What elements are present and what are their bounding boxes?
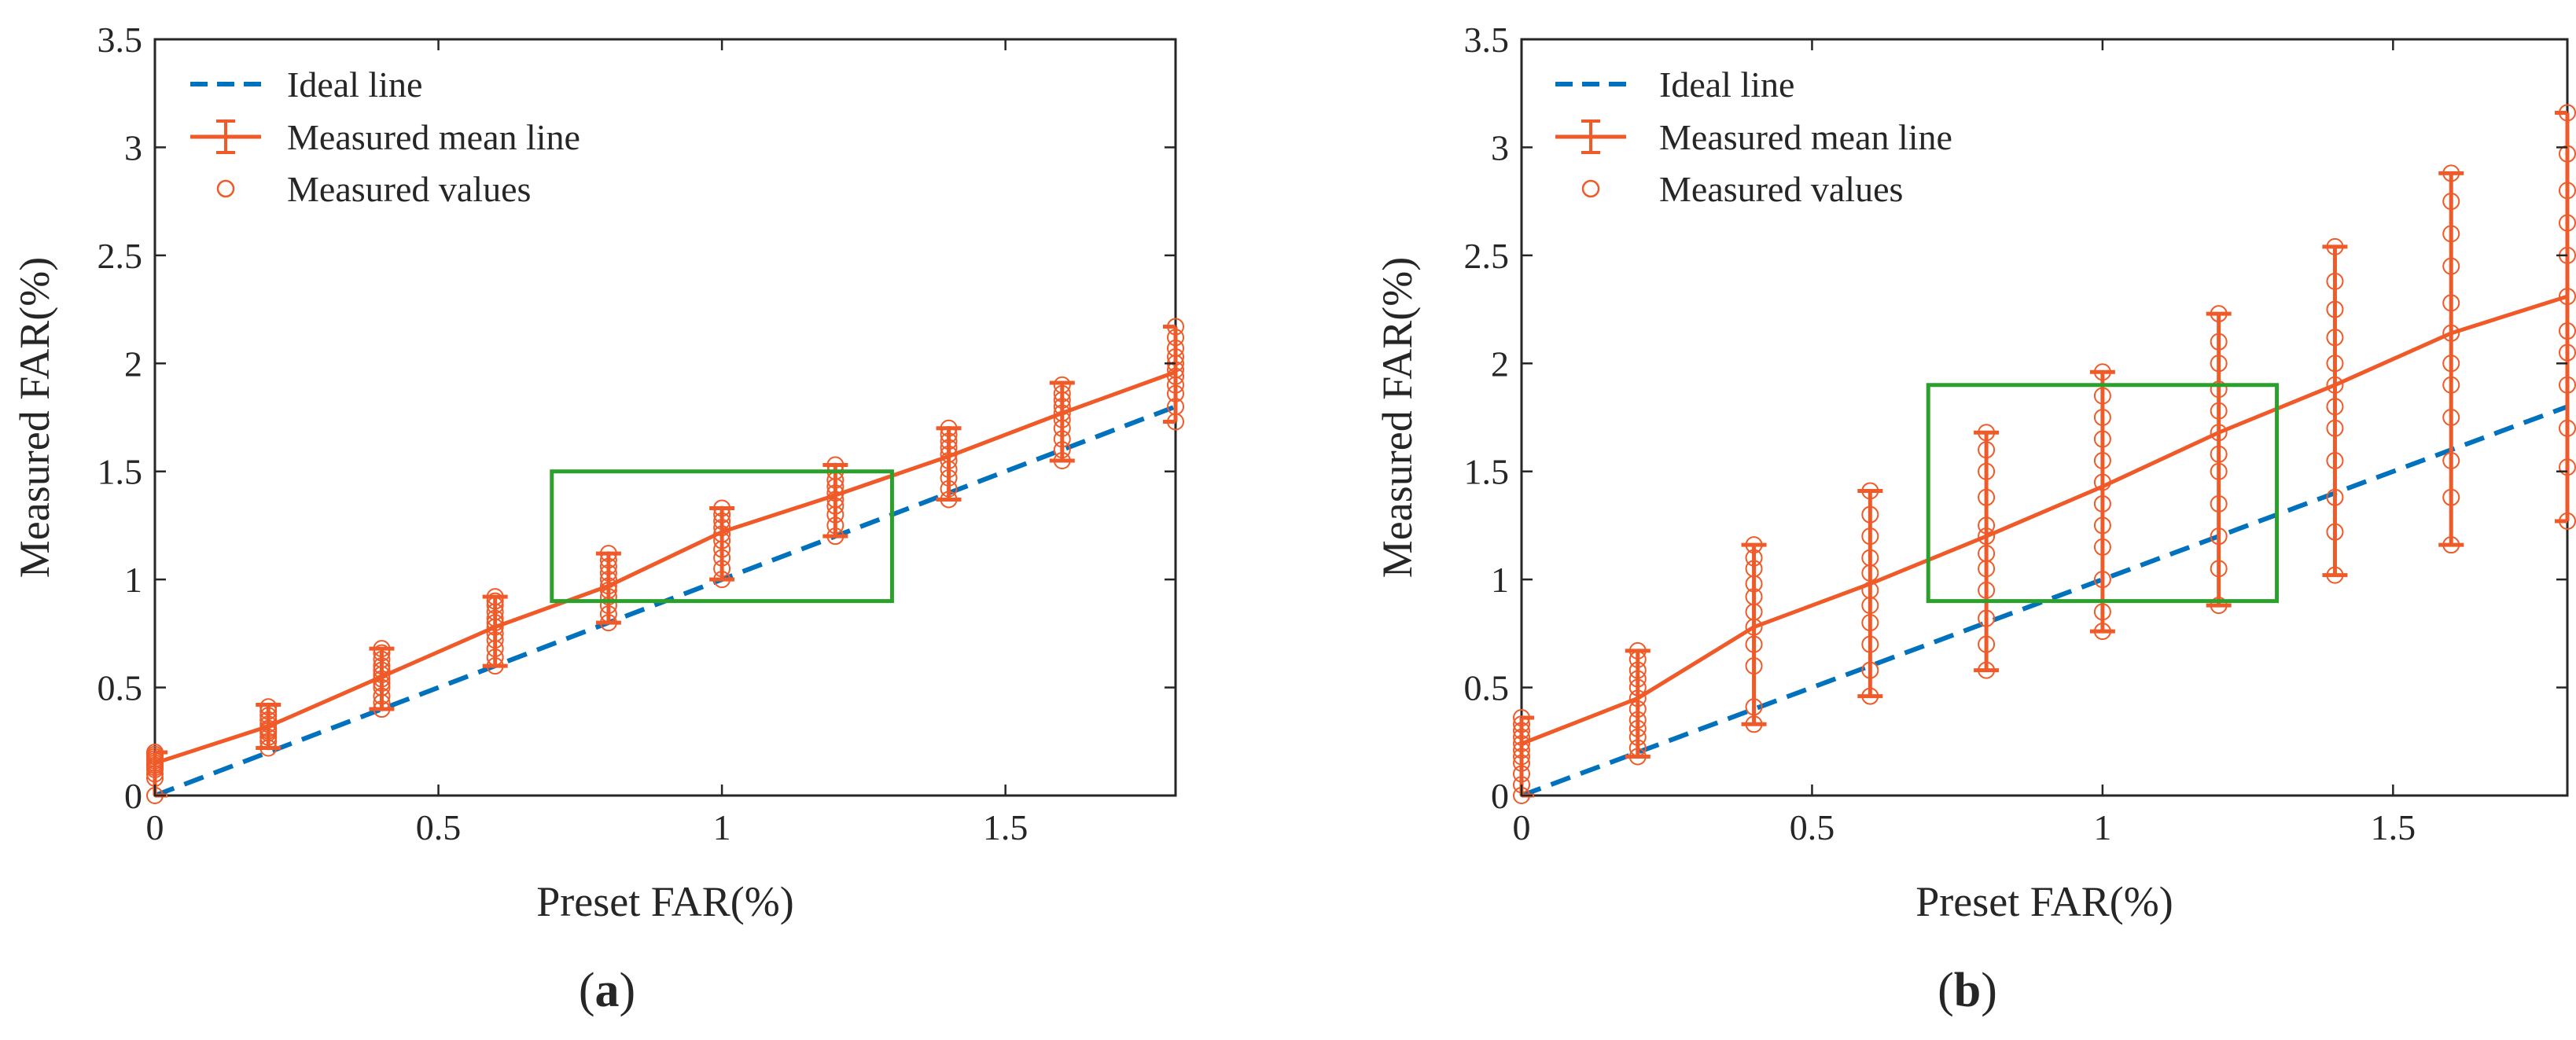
x-tick-label: 1 [713,807,731,847]
error-bar [1163,325,1178,424]
y-tick-label: 2 [124,344,142,384]
legend-values-marker [1581,179,1600,198]
panel-caption-b: (b) [1938,964,1997,1017]
y-tick-label: 2.5 [98,236,143,276]
y-tick-label: 3 [1491,127,1509,167]
x-tick-label: 0.5 [416,807,462,847]
y-tick-label: 0.5 [1464,668,1510,708]
plot-marks-a [146,318,1184,804]
y-tick-label: 0.5 [98,668,143,708]
x-tick-label: 0 [1513,807,1531,847]
y-tick-label: 2.5 [1464,236,1510,276]
error-bar [2089,369,2115,634]
y-tick-label: 3.5 [1464,20,1510,60]
error-bar [482,594,508,668]
x-tick-label: 1.5 [983,807,1029,847]
error-bar [1741,542,1767,726]
ticks-b: 0 0.5 1 1.5 0 0.5 1 1.5 2 2.5 3 3.5 [1464,20,2567,847]
error-bar [936,426,962,502]
legend-measured-swatch [1555,119,1626,154]
x-axis-label: Preset FAR(%) [536,878,793,925]
y-tick-label: 1.5 [98,452,143,492]
y-tick-label: 2 [1491,344,1509,384]
series-measured-mean-line [154,369,1176,766]
panel-a: 0 0.5 1 1.5 0 0.5 1 1.5 2 2.5 3 3.5 Preset FAR(%) M… [11,20,1184,1017]
legend-ideal-label: Ideal line [287,64,422,105]
error-bar [822,462,848,538]
error-bar [1857,488,1883,699]
legend-values-marker [216,179,235,198]
y-tick-label: 3 [124,127,142,167]
y-axis-label: Measured FAR(%) [1374,257,1421,578]
y-axis-label: Measured FAR(%) [11,257,58,578]
legend-measured-label: Measured mean line [1659,117,1952,157]
x-tick-label: 1.5 [2371,807,2416,847]
y-tick-label: 1 [124,560,142,600]
x-tick-label: 1 [2093,807,2111,847]
y-tick-label: 0 [1491,776,1509,816]
legend-b: Ideal line Measured mean line Measured v… [1555,64,1952,209]
error-bar [369,646,395,711]
error-bar [1625,649,1650,759]
y-tick-label: 1.5 [1464,452,1510,492]
series-ideal-line [1520,404,2569,798]
error-bar [1974,430,2000,673]
legend-ideal-label: Ideal line [1659,64,1794,105]
error-bar [595,551,621,625]
error-bar [709,505,735,582]
legend-values-label: Measured values [287,169,531,209]
x-tick-label: 0.5 [1790,807,1835,847]
error-bar [2206,311,2232,608]
x-axis-label: Preset FAR(%) [1915,878,2173,925]
plot-marks-b [1513,104,2576,804]
legend-measured-label: Measured mean line [287,117,580,157]
y-tick-label: 0 [124,776,142,816]
legend-values-label: Measured values [1659,169,1903,209]
series-measured-mean-line [1521,294,2568,746]
y-tick-label: 3.5 [98,20,143,60]
error-bar [2555,110,2570,524]
error-bar [2322,244,2348,578]
legend-a: Ideal line Measured mean line Measured v… [190,64,580,209]
highlight-box [1926,383,2280,604]
highlight-box [550,469,894,604]
panel-b: 0 0.5 1 1.5 0 0.5 1 1.5 2 2.5 3 3.5 Preset FAR(%) M… [1374,20,2576,1017]
y-tick-label: 1 [1491,560,1509,600]
legend-measured-swatch [190,119,261,154]
error-bar [1049,380,1075,463]
ticks-a: 0 0.5 1 1.5 0 0.5 1 1.5 2 2.5 3 3.5 [98,20,1176,847]
x-tick-label: 0 [146,807,164,847]
error-bar [2438,171,2464,547]
panel-caption-a: (a) [579,964,635,1017]
